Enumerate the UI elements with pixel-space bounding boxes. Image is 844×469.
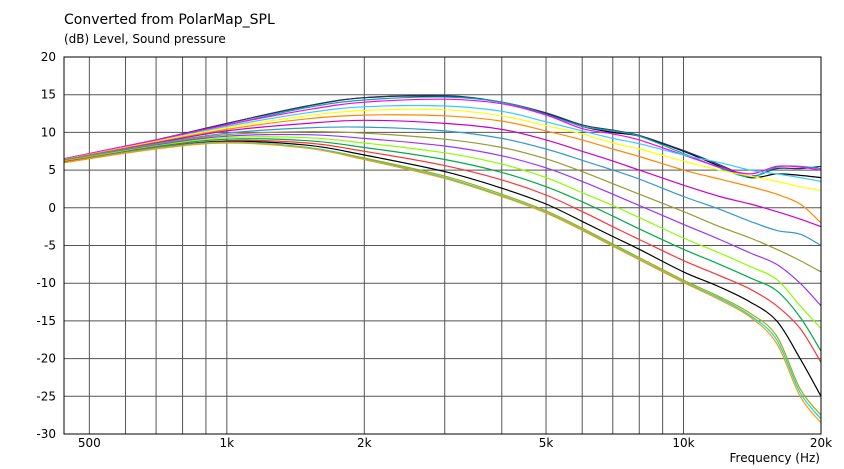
x-tick-labels: 500 1k 2k 5k 10k 20k bbox=[78, 436, 832, 450]
x-tick-label: 500 bbox=[78, 436, 101, 450]
y-tick-label: 10 bbox=[41, 125, 56, 139]
y-tick-label: -25 bbox=[36, 389, 56, 403]
y-axis-label: (dB) Level, Sound pressure bbox=[64, 32, 226, 46]
y-tick-label: -30 bbox=[36, 427, 56, 441]
y-tick-label: 15 bbox=[41, 88, 56, 102]
plot-frame bbox=[63, 56, 822, 435]
series-line bbox=[63, 133, 822, 307]
y-tick-label: -15 bbox=[36, 314, 56, 328]
series-lines bbox=[63, 94, 822, 424]
x-tick-label: 2k bbox=[357, 436, 372, 450]
x-tick-label: 5k bbox=[539, 436, 554, 450]
chart-title: Converted from PolarMap_SPL bbox=[64, 12, 275, 28]
series-line bbox=[63, 98, 822, 175]
series-line bbox=[63, 141, 822, 420]
series-line bbox=[63, 136, 822, 329]
series-line bbox=[63, 119, 822, 228]
series-line bbox=[63, 126, 822, 247]
series-line bbox=[63, 105, 822, 182]
series-line bbox=[63, 96, 822, 178]
series-line bbox=[63, 140, 822, 397]
y-tick-label: -20 bbox=[36, 352, 56, 366]
series-line bbox=[63, 108, 822, 192]
x-tick-label: 1k bbox=[220, 436, 235, 450]
series-line bbox=[63, 138, 822, 352]
series-line bbox=[63, 139, 822, 363]
y-tick-label: -5 bbox=[44, 239, 56, 253]
x-tick-label: 10k bbox=[672, 436, 694, 450]
x-tick-label: 20k bbox=[810, 436, 832, 450]
y-tick-label: 0 bbox=[48, 201, 56, 215]
y-tick-labels: 20 15 10 5 0 -5 -10 -15 -20 -25 -30 bbox=[36, 50, 56, 441]
y-tick-label: 5 bbox=[48, 163, 56, 177]
series-line bbox=[63, 130, 822, 273]
series-line bbox=[63, 142, 822, 424]
y-tick-label: -10 bbox=[36, 276, 56, 290]
x-axis-label: Frequency (Hz) bbox=[730, 451, 821, 465]
y-tick-label: 20 bbox=[41, 50, 56, 64]
series-line bbox=[63, 141, 822, 416]
series-line bbox=[63, 114, 822, 224]
grid bbox=[64, 56, 822, 435]
